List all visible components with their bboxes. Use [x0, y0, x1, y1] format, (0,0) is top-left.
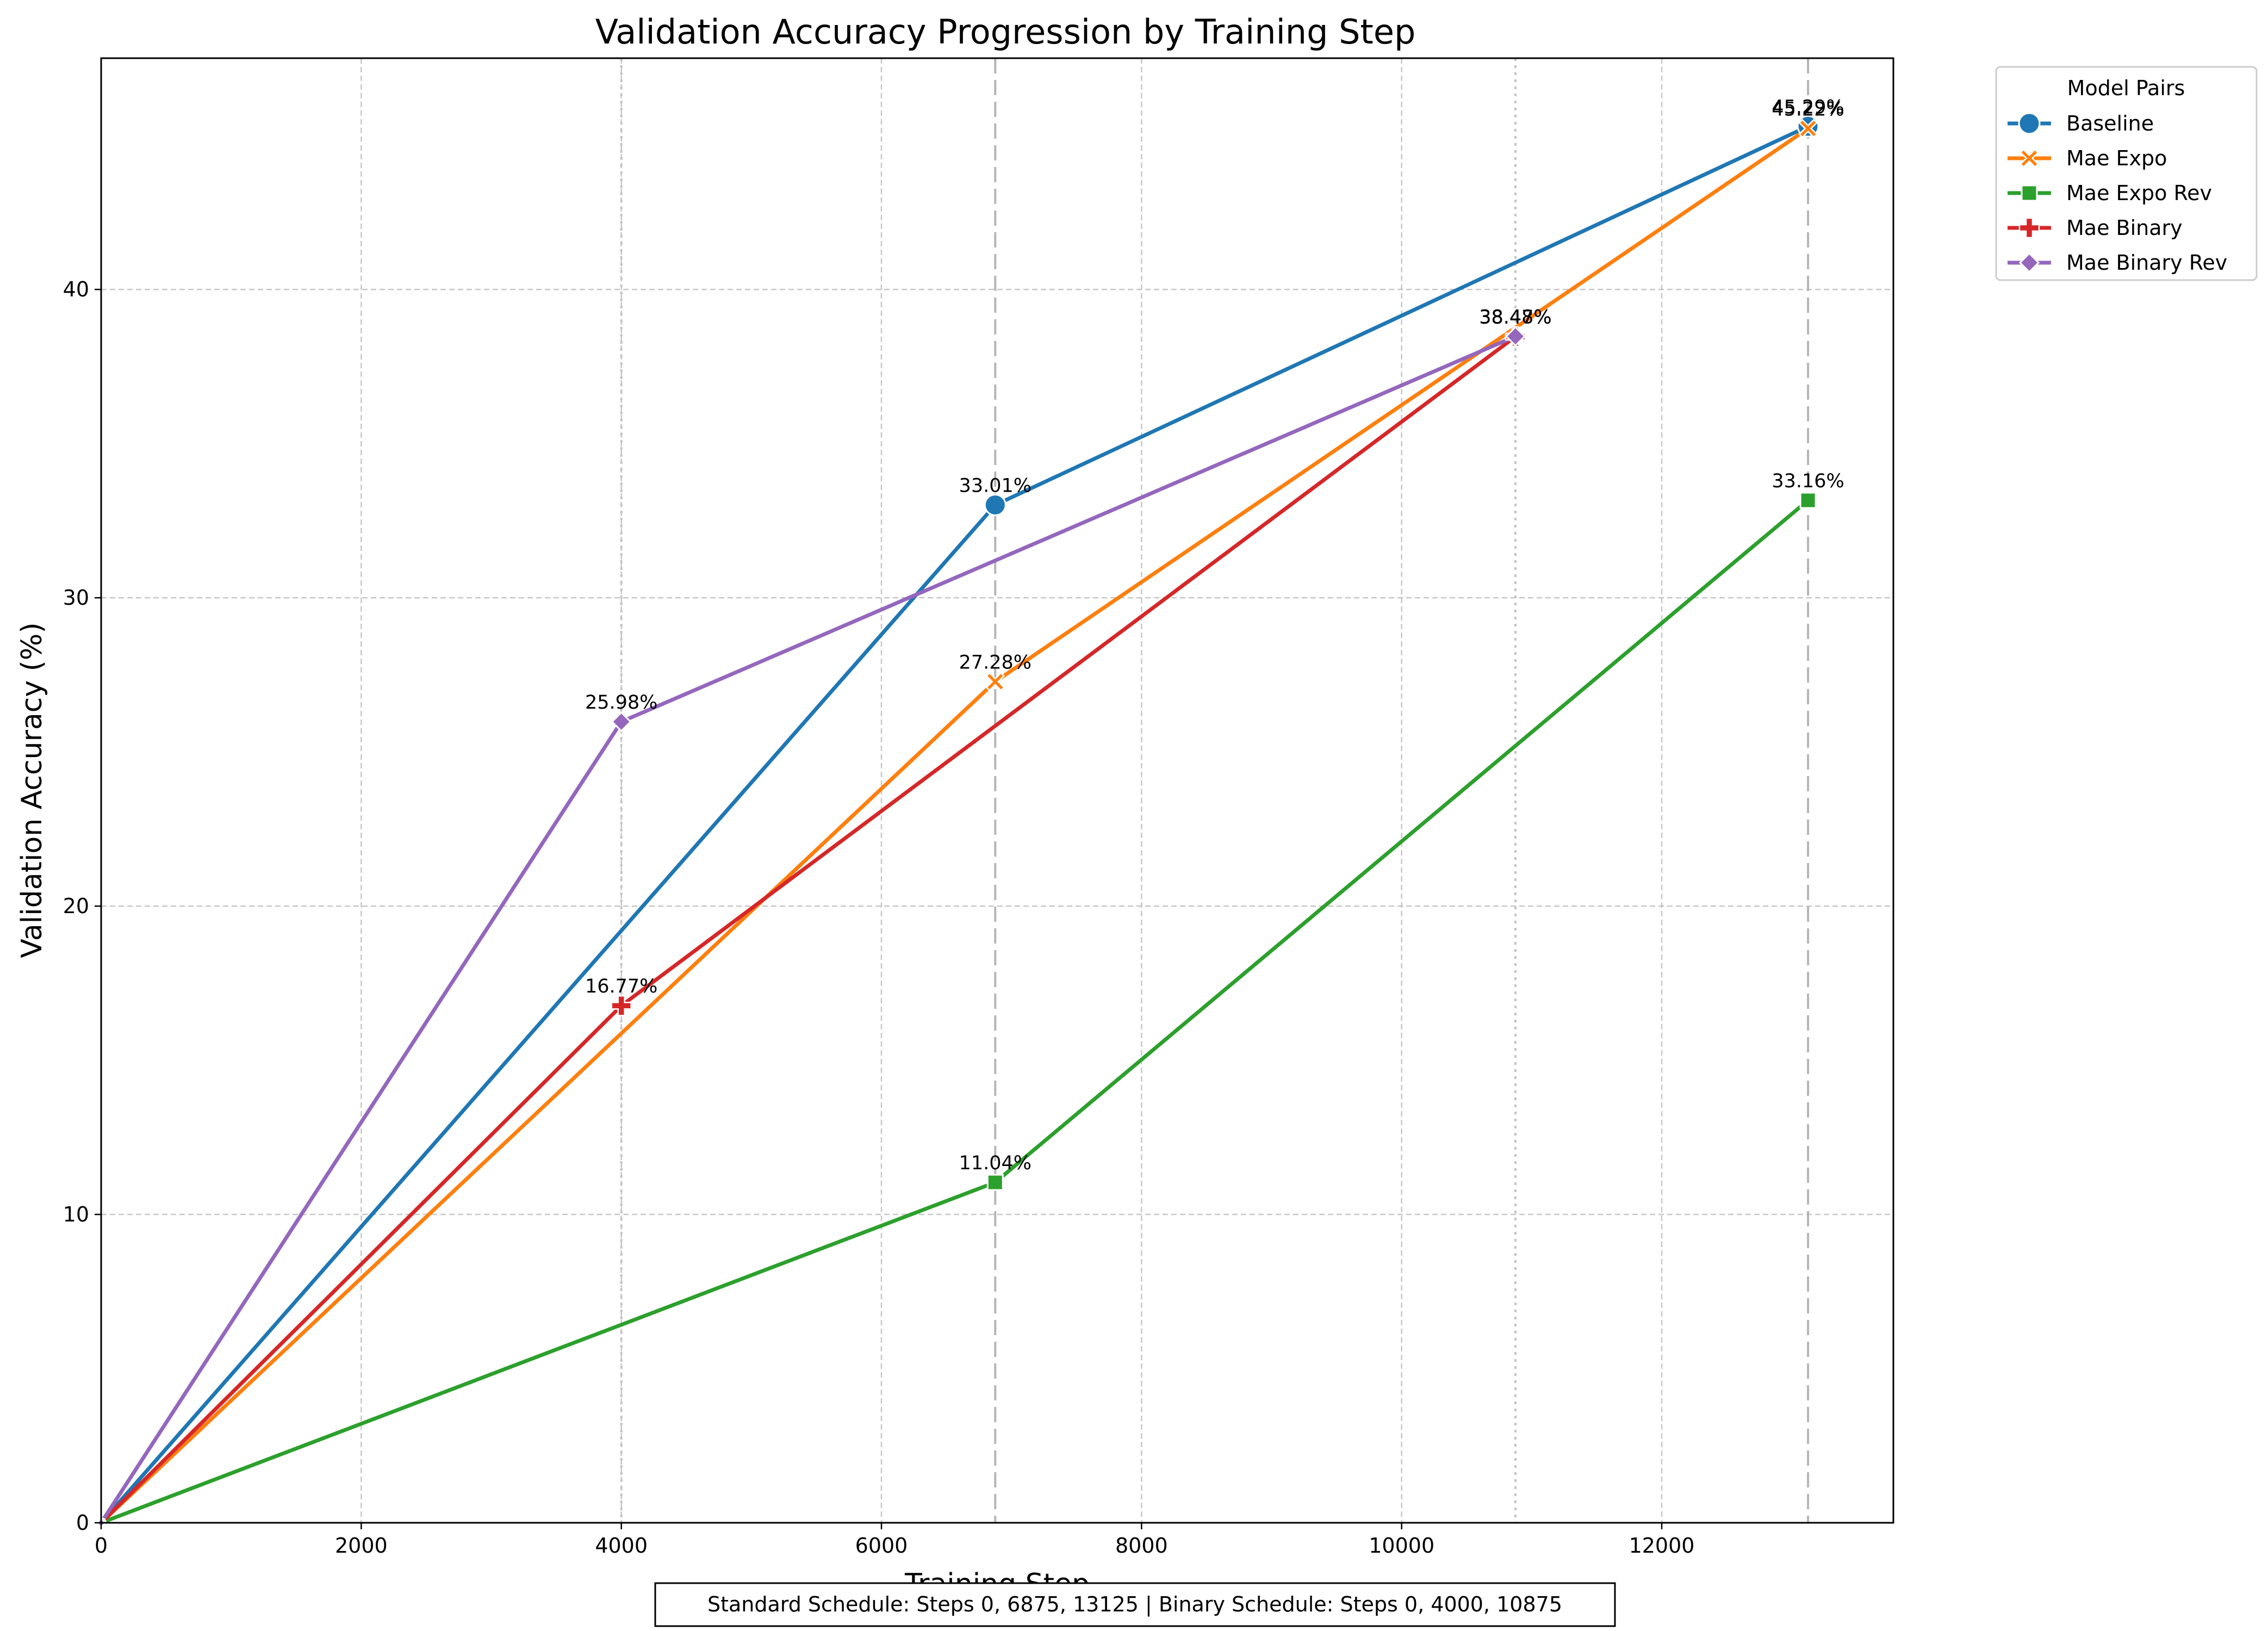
- marker-diamond: [2018, 252, 2040, 274]
- marker-plus: [611, 995, 632, 1016]
- legend-item-mae-expo-rev: Mae Expo Rev: [2008, 181, 2212, 205]
- schedule-note: Standard Schedule: Steps 0, 6875, 13125 …: [654, 1582, 1616, 1627]
- schedule-lines: [620, 58, 1810, 1523]
- data-labels: 33.01% 45.29% 27.28% 45.22% 11.04% 33.16% 16.7…: [585, 96, 1844, 1174]
- data-label-baseline: 45.29%: [1772, 96, 1844, 118]
- data-label-mae-expo: 45.22%: [1772, 98, 1844, 120]
- marker-x: [2020, 148, 2039, 168]
- grid: [101, 58, 1893, 1523]
- marker-square: [2021, 184, 2038, 202]
- data-label-mae-binary: 38.47%: [1479, 307, 1551, 328]
- data-label-mae-binary: 16.77%: [585, 976, 657, 997]
- marker-circle: [2018, 112, 2041, 135]
- legend-item-mae-binary: Mae Binary: [2008, 216, 2183, 240]
- y-axis-ticks: 0 10 20 30 40: [63, 277, 101, 1535]
- legend-item-mae-expo: Mae Expo: [2008, 146, 2167, 170]
- data-label-mae-expo-rev: 33.16%: [1772, 470, 1844, 492]
- x-tick-label: 12000: [1629, 1534, 1695, 1558]
- plot-frame: [100, 57, 1894, 1524]
- y-tick-label: 30: [63, 586, 89, 610]
- x-tick-label: 0: [95, 1534, 108, 1558]
- marker-square: [1799, 492, 1817, 509]
- marker-diamond: [1505, 326, 1526, 347]
- marker-square: [986, 1174, 1004, 1191]
- legend-item-baseline: Baseline: [2008, 111, 2154, 135]
- y-tick-label: 0: [76, 1511, 89, 1535]
- marker-circle: [984, 494, 1006, 517]
- chart-title: Validation Accuracy Progression by Train…: [595, 12, 1416, 52]
- x-tick-label: 2000: [335, 1534, 388, 1558]
- data-label-mae-expo-rev: 11.04%: [959, 1152, 1032, 1174]
- legend-label: Mae Expo: [2066, 146, 2167, 170]
- data-label-mae-binary-rev: 25.98%: [585, 692, 657, 714]
- legend-label: Mae Binary: [2066, 216, 2183, 240]
- legend-frame: [1995, 66, 2258, 281]
- legend-title: Model Pairs: [2067, 76, 2185, 100]
- x-tick-label: 6000: [855, 1534, 908, 1558]
- y-tick-label: 40: [63, 277, 89, 301]
- legend-item-mae-binary-rev: Mae Binary Rev: [2008, 251, 2227, 275]
- legend-label: Mae Expo Rev: [2066, 181, 2212, 205]
- y-tick-label: 20: [63, 894, 89, 918]
- data-label-mae-expo: 27.28%: [959, 652, 1032, 673]
- x-tick-label: 10000: [1369, 1534, 1434, 1558]
- x-tick-label: 8000: [1115, 1534, 1168, 1558]
- marker-plus: [2018, 217, 2040, 239]
- y-tick-label: 10: [63, 1202, 89, 1226]
- legend-label: Baseline: [2066, 111, 2154, 135]
- legend: Model Pairs Baseline Mae Expo Mae Expo Rev…: [1995, 66, 2258, 281]
- series-markers: [95, 115, 1819, 1529]
- legend-items: Baseline Mae Expo Mae Expo Rev Mae Binary Ma…: [2008, 111, 2227, 275]
- schedule-note-text: Standard Schedule: Steps 0, 6875, 13125 …: [707, 1592, 1562, 1617]
- marker-x: [1798, 119, 1818, 139]
- marker-x: [985, 672, 1005, 692]
- schedule-note-frame: [654, 1582, 1616, 1627]
- x-axis-ticks: 0 2000 4000 6000 8000 10000 12000: [95, 1523, 1695, 1558]
- data-label-baseline: 33.01%: [959, 475, 1032, 497]
- x-tick-label: 4000: [595, 1534, 648, 1558]
- legend-label: Mae Binary Rev: [2066, 251, 2227, 275]
- marker-diamond: [611, 711, 632, 733]
- y-axis-label: Validation Accuracy (%): [16, 622, 48, 958]
- data-label-mae-binary-rev: 38.48%: [1479, 306, 1551, 328]
